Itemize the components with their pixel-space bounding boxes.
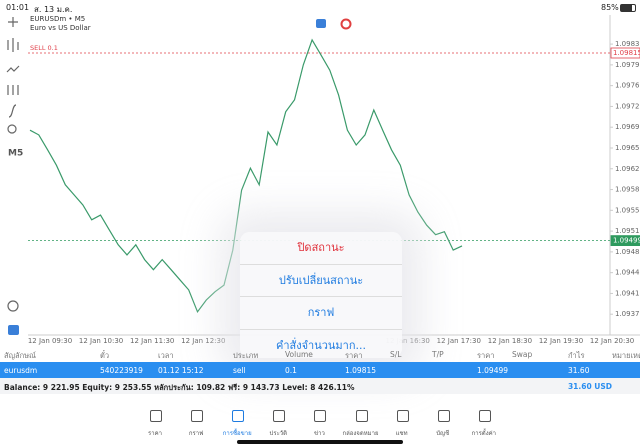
column-header: สัญลักษณ์ bbox=[4, 351, 37, 360]
x-tick-label: 12 Jan 16:30 bbox=[386, 337, 430, 345]
price-tag bbox=[610, 47, 640, 59]
y-tick-label: 1.09760 bbox=[615, 82, 640, 90]
crosshair-tool[interactable] bbox=[8, 17, 18, 27]
tab-icon[interactable] bbox=[437, 410, 450, 422]
candle-tool[interactable] bbox=[7, 38, 19, 52]
tab-label[interactable]: กล่องจดหมาย bbox=[342, 430, 379, 437]
cell: 540223919 bbox=[100, 366, 143, 375]
chart-subtitle: Euro vs US Dollar bbox=[30, 24, 91, 32]
x-tick-label: 12 Jan 18:30 bbox=[488, 337, 532, 345]
y-tick-label: 1.09515 bbox=[615, 227, 640, 235]
indicator-tool[interactable] bbox=[6, 65, 20, 73]
x-tick-label: 12 Jan 20:30 bbox=[590, 337, 634, 345]
column-header: Swap bbox=[512, 350, 533, 359]
tab-bar: ราคา กราฟ การซื้อขาย ประวัติ ข่าว กล่องจดหมาย… bbox=[0, 400, 640, 447]
tab-label[interactable]: การตั้งค่า bbox=[471, 430, 497, 437]
trade-icon[interactable] bbox=[340, 18, 352, 30]
y-tick-label: 1.09410 bbox=[615, 289, 640, 297]
column-header: ประเภท bbox=[233, 351, 259, 360]
tab-label[interactable]: ราคา bbox=[148, 430, 162, 437]
menu-item[interactable]: คำสั่งจำนวนมาก... bbox=[275, 338, 367, 352]
y-tick-label: 1.09375 bbox=[615, 310, 640, 318]
y-tick-label: 1.09480 bbox=[615, 248, 640, 256]
balance-text: Balance: 9 221.95 Equity: 9 253.55 หลักป… bbox=[4, 383, 355, 392]
home-indicator bbox=[237, 440, 403, 444]
price-tag-label: 1.09499 bbox=[613, 237, 640, 245]
cell: 1.09815 bbox=[345, 366, 377, 375]
tab-icon[interactable] bbox=[191, 410, 204, 422]
tab-icon[interactable] bbox=[273, 410, 286, 422]
tab-label[interactable]: การซื้อขาย bbox=[222, 430, 252, 437]
tab-label[interactable]: บัญชี bbox=[436, 430, 450, 437]
price-line bbox=[29, 38, 463, 314]
x-tick-label: 12 Jan 12:30 bbox=[181, 337, 225, 345]
tab-icon[interactable] bbox=[232, 410, 245, 422]
timeframe[interactable]: M5 bbox=[8, 149, 23, 159]
y-tick-label: 1.09550 bbox=[615, 206, 640, 214]
menu-item[interactable]: กราฟ bbox=[240, 297, 402, 330]
tab-label[interactable]: ข่าว bbox=[313, 430, 325, 437]
x-tick-label: 12 Jan 17:30 bbox=[437, 337, 481, 345]
column-header: T/P bbox=[432, 350, 444, 359]
column-header: กำไร bbox=[568, 351, 585, 360]
one-click-icon[interactable] bbox=[316, 19, 326, 28]
tab-icon[interactable] bbox=[478, 410, 491, 422]
column-header: Volume bbox=[285, 350, 313, 359]
context-menu: ปิดสถานะ ปรับเปลี่ยนสถานะ กราฟคำสั่งจำนวนม… bbox=[240, 232, 402, 358]
column-header: เวลา bbox=[158, 351, 174, 360]
column-header: ตั๋ว bbox=[100, 351, 110, 360]
price-tag-label: 1.09815 bbox=[613, 49, 640, 57]
clock: 01:01 bbox=[6, 3, 30, 12]
y-tick-label: 1.09585 bbox=[615, 186, 640, 194]
status-bar: 01:01 ส. 13 ม.ค. 85% bbox=[0, 0, 640, 14]
battery-icon bbox=[620, 4, 636, 12]
menu-item[interactable]: ปรับเปลี่ยนสถานะ bbox=[240, 265, 402, 297]
price-tag bbox=[610, 235, 640, 247]
column-header: S/L bbox=[390, 350, 402, 359]
total-profit: 31.60 USD bbox=[567, 382, 612, 391]
x-tick-label: 12 Jan 11:30 bbox=[130, 337, 174, 345]
tab-label[interactable]: กราฟ bbox=[188, 430, 204, 437]
y-tick-label: 1.09655 bbox=[615, 144, 640, 152]
column-header: ราคา bbox=[477, 351, 495, 360]
level-name: SELL 0.1 bbox=[30, 44, 58, 52]
search-tool[interactable] bbox=[7, 300, 19, 312]
cell: 1.09499 bbox=[477, 366, 509, 375]
position-row[interactable]: eurusdm 540223919 01.12 15:12 sell 0.1 1.0981… bbox=[0, 362, 640, 378]
x-tick-label: 12 Jan 10:30 bbox=[79, 337, 123, 345]
battery-text: 85% bbox=[601, 3, 619, 12]
column-header: หมายเหตุ bbox=[612, 351, 640, 360]
y-tick-label: 1.09725 bbox=[615, 102, 640, 110]
cell: 0.1 bbox=[285, 366, 297, 375]
function-tool[interactable] bbox=[8, 104, 17, 118]
tab-icon[interactable] bbox=[396, 410, 409, 422]
cell: sell bbox=[233, 366, 246, 375]
chart-title: EURUSDm • M5 bbox=[30, 15, 85, 23]
y-tick-label: 1.09795 bbox=[615, 61, 640, 69]
account-summary: Balance: 9 221.95 Equity: 9 253.55 หลักป… bbox=[0, 378, 640, 394]
trade-button[interactable] bbox=[8, 325, 19, 335]
x-tick-label: 12 Jan 19:30 bbox=[539, 337, 583, 345]
objects-tool[interactable] bbox=[7, 124, 17, 134]
cell: 31.60 bbox=[568, 366, 590, 375]
tab-label[interactable]: ประวัติ bbox=[269, 430, 288, 437]
tab-icon[interactable] bbox=[355, 410, 368, 422]
y-tick-label: 1.09445 bbox=[615, 269, 640, 277]
tab-icon[interactable] bbox=[150, 410, 162, 422]
cell: 01.12 15:12 bbox=[158, 366, 204, 375]
y-tick-label: 1.09830 bbox=[615, 40, 640, 48]
menu-item[interactable]: ปิดสถานะ bbox=[240, 232, 402, 265]
tab-icon[interactable] bbox=[314, 410, 327, 422]
y-tick-label: 1.09690 bbox=[615, 123, 640, 131]
column-header: ราคา bbox=[345, 351, 363, 360]
settings-tool[interactable] bbox=[7, 85, 19, 95]
cell: eurusdm bbox=[4, 366, 38, 375]
y-tick-label: 1.09620 bbox=[615, 165, 640, 173]
x-tick-label: 12 Jan 09:30 bbox=[28, 337, 72, 345]
toolbar bbox=[6, 17, 20, 312]
tab-label[interactable]: แชท bbox=[395, 430, 408, 437]
table-header: สัญลักษณ์ ตั๋ว เวลา ประเภท Volume ราคา S/L T/P ร… bbox=[0, 346, 640, 362]
date: ส. 13 ม.ค. bbox=[34, 5, 73, 14]
